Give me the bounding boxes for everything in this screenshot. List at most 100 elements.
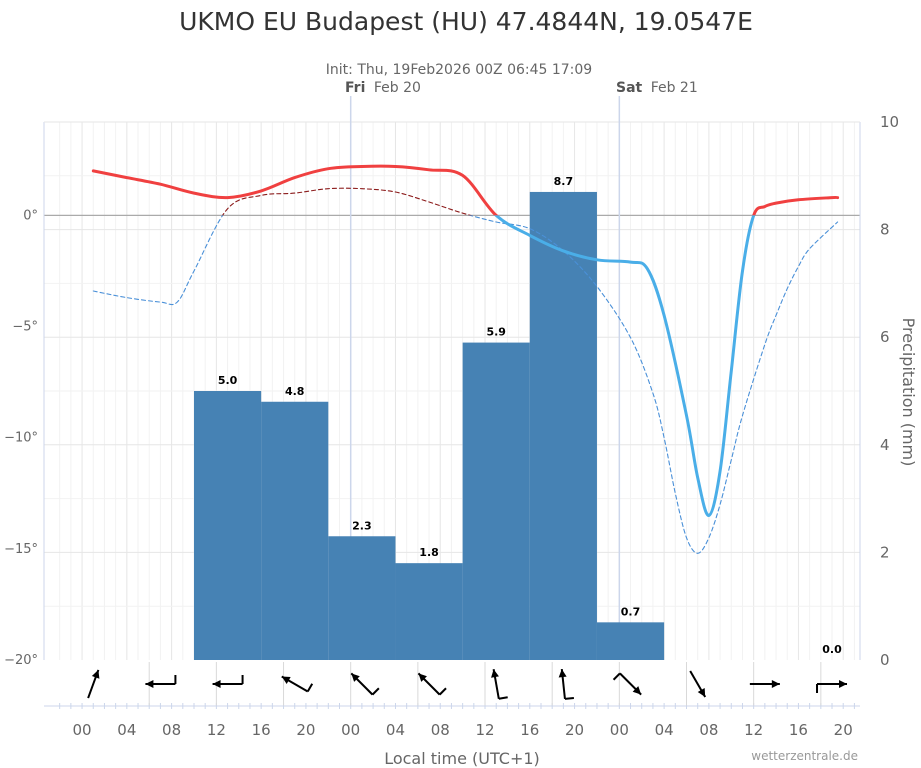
wind-barbs	[87, 668, 848, 700]
wind-arrow	[816, 680, 848, 693]
time-axis-ticks: 00 04 08 12 16 20 00 04 08 12 16 20 00 04 08 12 16 20	[73, 721, 853, 739]
wind-arrow-head	[145, 680, 154, 688]
precip-bar	[193, 391, 262, 660]
time-tick-label: 08	[162, 721, 181, 739]
precip-label: 0.0	[822, 643, 842, 656]
wind-arrow-head	[839, 680, 848, 688]
time-tick-label: 12	[475, 721, 494, 739]
precip-tick-label: 10	[880, 113, 899, 131]
precip-tick-label: 2	[880, 543, 890, 561]
precip-label: 5.0	[218, 374, 238, 387]
temperature-line-below-zero	[494, 215, 756, 518]
time-tick-label: 00	[73, 721, 92, 739]
time-tick-label: 00	[341, 721, 360, 739]
precip-bar	[529, 191, 597, 660]
time-axis-title: Local time (UTC+1)	[384, 749, 540, 768]
time-tick-label: 04	[117, 721, 136, 739]
credit[interactable]: wetterzentrale.de	[751, 749, 858, 763]
time-tick-label: 04	[386, 721, 405, 739]
time-tick-label: 20	[565, 721, 584, 739]
wind-arrow-head	[632, 686, 642, 695]
wind-barb	[438, 687, 447, 696]
temp-tick-label: −15°	[4, 542, 38, 557]
wind-panel-background	[44, 662, 860, 706]
time-tick-label: 16	[520, 721, 539, 739]
precip-labels: 5.0 4.8 2.3 1.8 5.9 8.7 0.7 0.0	[218, 175, 842, 656]
wind-arrow	[749, 680, 780, 688]
time-tick-label: 12	[207, 721, 226, 739]
time-tick-label: 12	[744, 721, 763, 739]
plot-frame	[43, 121, 861, 707]
svg-text:Fri Feb 20: Fri Feb 20	[345, 80, 421, 96]
day-label-sat-weekday: Sat	[616, 80, 643, 96]
precip-tick-label: 4	[880, 436, 890, 454]
wind-barb	[306, 683, 314, 692]
wind-arrow-head	[697, 688, 706, 697]
precip-label: 4.8	[285, 385, 305, 398]
day-label-fri: Fri Feb 20	[345, 80, 421, 96]
precip-axis-title: Precipitation (mm)	[899, 318, 918, 467]
time-tick-label: 04	[655, 721, 674, 739]
chart-title: UKMO EU Budapest (HU) 47.4844N, 19.0547E	[179, 7, 753, 36]
wind-arrow-head	[212, 680, 221, 688]
wind-arrow	[145, 675, 177, 688]
wind-arrow	[612, 672, 642, 696]
precip-bar	[328, 536, 396, 660]
precip-label: 1.8	[419, 546, 439, 559]
temperature-line-above-zero	[91, 164, 840, 216]
wind-arrow	[281, 675, 314, 693]
chart-subtitle: Init: Thu, 19Feb2026 00Z 06:45 17:09	[326, 62, 592, 78]
wind-arrow-head	[491, 669, 499, 678]
day-label-sat: Sat Feb 21	[616, 80, 698, 96]
precip-axis-ticks: 0 2 4 6 8 10	[880, 113, 899, 669]
wind-arrow-head	[418, 673, 427, 682]
wind-arrow	[689, 670, 707, 698]
temperature-lines	[91, 164, 840, 554]
time-tick-label: 16	[789, 721, 808, 739]
precip-label: 2.3	[352, 519, 372, 532]
temp-tick-label: 0°	[23, 208, 38, 223]
wind-arrow	[417, 672, 447, 696]
time-tick-label: 08	[699, 721, 718, 739]
precip-label: 0.7	[621, 605, 641, 618]
wind-arrow-head	[558, 669, 567, 678]
wind-arrow	[87, 669, 100, 699]
day-label-sat-date: Feb 21	[651, 80, 698, 96]
wind-arrow	[491, 669, 508, 700]
precip-bar	[261, 401, 329, 660]
precip-label: 8.7	[554, 175, 574, 188]
precip-label: 5.9	[486, 326, 506, 339]
wind-barb	[612, 672, 621, 681]
precip-bar	[596, 622, 665, 660]
wind-arrow	[212, 675, 244, 688]
time-tick-label: 20	[296, 721, 315, 739]
precip-tick-label: 0	[880, 651, 890, 669]
precip-bar	[395, 563, 463, 660]
temp-tick-label: −20°	[4, 653, 38, 668]
time-tick-label: 20	[834, 721, 853, 739]
temp-tick-label: −10°	[4, 431, 38, 446]
temp-tick-label: −5°	[12, 320, 38, 335]
day-label-fri-date: Feb 20	[374, 80, 421, 96]
wind-arrow-head	[351, 673, 360, 682]
wind-barb	[371, 687, 380, 696]
wind-arrow-head	[281, 676, 291, 684]
precip-tick-label: 6	[880, 328, 890, 346]
day-label-fri-weekday: Fri	[345, 80, 365, 96]
wind-barb	[564, 696, 574, 700]
temp-axis-ticks: 0° −5° −10° −15° −20°	[4, 208, 38, 668]
time-tick-label: 16	[252, 721, 271, 739]
precip-tick-label: 8	[880, 221, 890, 239]
wind-arrow	[558, 668, 574, 700]
wind-arrow	[350, 672, 380, 696]
wind-barb	[498, 696, 508, 700]
precip-bars	[193, 191, 665, 660]
time-tick-label: 00	[610, 721, 629, 739]
wind-arrow-head	[771, 680, 780, 688]
svg-text:Sat Feb 21: Sat Feb 21	[616, 80, 698, 96]
time-tick-label: 08	[431, 721, 450, 739]
wind-arrow-head	[91, 669, 100, 679]
precip-bar	[462, 342, 530, 660]
